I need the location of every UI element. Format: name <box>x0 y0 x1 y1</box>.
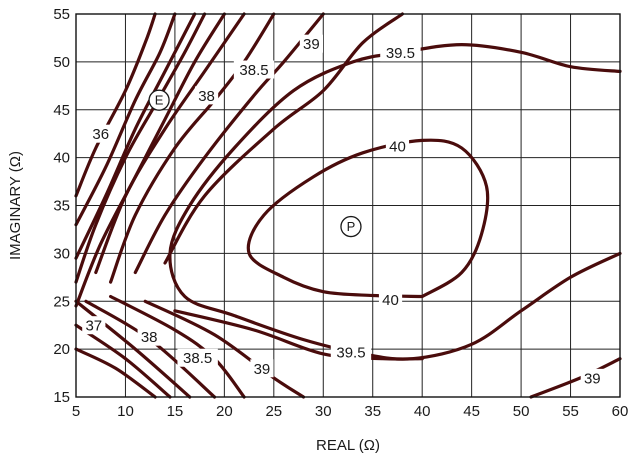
point-markers: EP <box>148 89 362 238</box>
contour-label-bg <box>378 290 403 309</box>
contour-label-bg <box>89 124 113 143</box>
x-tick-label: 60 <box>612 403 629 420</box>
contour-line <box>74 12 197 260</box>
y-tick-label: 25 <box>53 293 70 310</box>
x-tick-label: 55 <box>562 403 579 420</box>
contour-line <box>74 12 226 308</box>
y-tick-label: 45 <box>53 102 70 119</box>
contour-line <box>173 309 424 361</box>
y-tick-label: 35 <box>53 198 70 215</box>
contour-line <box>109 12 276 284</box>
contour-label: 40 <box>382 292 399 309</box>
contour-label-bg <box>194 86 219 105</box>
y-tick-label: 15 <box>53 389 70 406</box>
marker-circle <box>340 215 362 238</box>
contour-label: 37 <box>85 318 102 335</box>
contour-label: 39.5 <box>386 45 415 62</box>
contour-line <box>109 294 246 399</box>
x-tick-label: 40 <box>414 403 431 420</box>
contour-line <box>163 12 404 265</box>
contour-label: 39 <box>254 361 271 378</box>
y-tick-label: 20 <box>53 341 70 358</box>
x-tick-label: 15 <box>167 403 184 420</box>
x-tick-label: 50 <box>513 403 530 420</box>
contour-label-bg <box>580 368 604 387</box>
contour-label-bg <box>380 43 421 62</box>
contour-label: 38.5 <box>239 62 268 79</box>
y-tick-label: 55 <box>53 6 70 23</box>
x-tick-label: 45 <box>463 403 480 420</box>
plot-border <box>75 13 621 398</box>
contour-label-bg <box>299 34 324 53</box>
x-tick-label: 25 <box>265 403 282 420</box>
contour-label-bg <box>137 327 161 346</box>
contour-lines <box>74 12 622 399</box>
y-tick-label: 30 <box>53 245 70 262</box>
y-tick-label: 40 <box>53 150 70 167</box>
contour-label-bg <box>233 60 275 79</box>
contour-label: 39.5 <box>336 344 365 361</box>
x-tick-label: 20 <box>216 403 233 420</box>
contour-line <box>74 12 177 227</box>
contour-label: 39 <box>303 36 320 53</box>
y-axis-label: IMAGINARY (Ω) <box>7 151 24 260</box>
contour-line <box>133 12 325 275</box>
contour-labels: 36 37 38 38 38.5 38.5 39 39 39 39.5 39.5 40 40 <box>82 34 604 387</box>
contour-line <box>74 347 157 399</box>
x-tick-label: 30 <box>315 403 332 420</box>
contour-line <box>74 12 207 284</box>
contour-label: 36 <box>92 126 109 143</box>
marker-circle <box>148 89 170 111</box>
contour-label: 40 <box>389 139 406 156</box>
contour-line <box>246 138 490 299</box>
x-axis-label: REAL (Ω) <box>316 437 380 454</box>
contour-label-bg <box>385 137 410 156</box>
contour-line <box>143 299 306 399</box>
contour-label-bg <box>177 348 218 367</box>
contour-line <box>74 299 192 399</box>
contour-label: 38.5 <box>183 350 212 367</box>
contour-label-bg <box>82 316 106 335</box>
contour-line <box>94 12 246 275</box>
marker-label: P <box>347 219 356 234</box>
contour-line <box>529 357 622 399</box>
marker-label: E <box>155 93 164 108</box>
contour-label: 39 <box>584 370 601 387</box>
contour-line <box>74 12 157 198</box>
contour-label: 38 <box>198 88 215 105</box>
contour-label-bg <box>330 342 372 361</box>
x-tick-label: 35 <box>364 403 381 420</box>
tick-labels: 5 10 15 20 25 30 35 40 45 50 55 60 15 20 25 30 35 40 45 50 5… <box>53 6 628 420</box>
contour-label-bg <box>250 359 274 378</box>
x-tick-label: 5 <box>72 403 80 420</box>
contour-line <box>168 43 622 361</box>
x-tick-label: 10 <box>117 403 134 420</box>
plot-frame <box>75 13 621 398</box>
y-tick-label: 50 <box>53 54 70 71</box>
contour-label: 38 <box>141 329 158 346</box>
